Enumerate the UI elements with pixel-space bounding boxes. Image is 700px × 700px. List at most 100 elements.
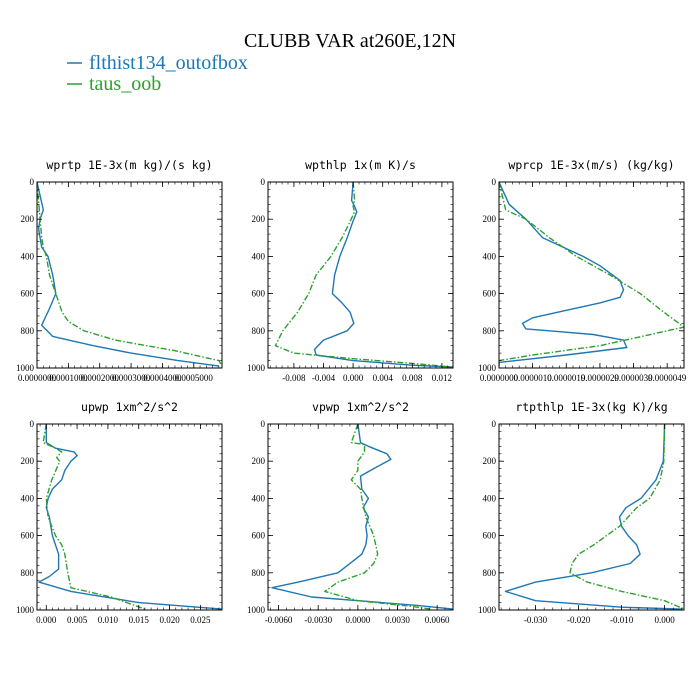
- x-tick-label: -0.0060: [265, 615, 293, 625]
- y-tick-label: 1000: [16, 605, 35, 615]
- series-line-flthist134: [37, 182, 219, 367]
- y-tick-label: 400: [483, 493, 497, 503]
- figure-title: CLUBB VAR at260E,12N: [244, 30, 456, 52]
- y-tick-label: 200: [21, 456, 35, 466]
- x-tick-label: -0.0030: [304, 615, 332, 625]
- x-tick-label: 0.000: [343, 373, 364, 383]
- panel-title: wprcp 1E-3x(m/s) (kg/kg): [508, 158, 674, 172]
- chart-panel-6: rtpthlp 1E-3x(kg K)/kg -0.030 -0.020 -0.010…: [478, 400, 685, 625]
- plot-frame: [498, 181, 685, 369]
- chart-panel-4: upwp 1xm^2/s^2 0.000 0.005 0.010 0.015 0.020 0…: [16, 400, 223, 625]
- y-tick-label: 400: [21, 493, 35, 503]
- y-tick-label: 400: [252, 251, 266, 261]
- series-line-taus-oob: [42, 424, 146, 610]
- y-tick-label: 600: [252, 531, 266, 541]
- series-line-taus-oob: [37, 182, 222, 367]
- series-line-flthist134: [271, 424, 453, 610]
- panel-title: vpwp 1xm^2/s^2: [312, 400, 409, 414]
- panel-title: wprtp 1E-3x(m kg)/(s kg): [46, 158, 212, 172]
- y-tick-label: 400: [21, 251, 35, 261]
- panels: wprtp 1E-3x(m kg)/(s kg)0.00000000.00010…: [16, 158, 687, 625]
- y-tick-label: 0: [492, 419, 497, 429]
- legend-label-flthist134: flthist134_outofbox: [89, 52, 248, 74]
- y-tick-label: 600: [483, 531, 497, 541]
- chart-panel-5: vpwp 1xm^2/s^2 -0.0060 -0.0030 0.0000 0.0030…: [247, 400, 454, 625]
- series-line-taus-oob: [499, 182, 684, 367]
- plot-frame: [267, 423, 454, 611]
- x-tick-label: 0.0000010: [514, 373, 553, 383]
- series-line-flthist134: [38, 424, 222, 610]
- x-tick-label: 0.0000000: [18, 373, 57, 383]
- plot-frame: [36, 423, 223, 611]
- panel-title: upwp 1xm^2/s^2: [81, 400, 178, 414]
- y-tick-label: 600: [483, 289, 497, 299]
- series-line-taus-oob: [274, 182, 453, 368]
- x-tick-label: 0.015: [129, 615, 150, 625]
- x-tick-label: -0.008: [282, 373, 306, 383]
- y-tick-label: 1000: [478, 605, 497, 615]
- y-tick-label: 1000: [247, 363, 266, 373]
- x-tick-label: 0.0000029: [581, 373, 620, 383]
- panel-title: rtpthlp 1E-3x(kg K)/kg: [515, 400, 667, 414]
- y-tick-label: 1000: [478, 363, 497, 373]
- series-group: [274, 182, 453, 368]
- series-line-taus-oob: [324, 424, 431, 610]
- y-tick-label: 600: [252, 289, 266, 299]
- x-tick-label: 0.025: [190, 615, 211, 625]
- x-tick-label: 0.000: [655, 615, 676, 625]
- x-tick-label: 0.012: [432, 373, 452, 383]
- series-group: [504, 424, 684, 610]
- y-tick-label: 0: [261, 177, 266, 187]
- plot-frame: [36, 181, 223, 369]
- series-group: [499, 182, 684, 367]
- x-tick-label: 0.008: [402, 373, 423, 383]
- x-tick-label: 0.020: [159, 615, 180, 625]
- x-tick-label: -0.030: [524, 615, 548, 625]
- x-tick-label: -0.010: [610, 615, 634, 625]
- x-tick-label: 0.000: [36, 615, 57, 625]
- y-tick-label: 0: [261, 419, 266, 429]
- x-tick-label: 0.004: [373, 373, 394, 383]
- y-tick-label: 800: [483, 326, 497, 336]
- y-tick-label: 200: [252, 456, 266, 466]
- plot-frame: [498, 423, 685, 611]
- y-tick-label: 1000: [16, 363, 35, 373]
- y-tick-label: 800: [21, 568, 35, 578]
- legend-label-taus-oob: taus_oob: [89, 73, 161, 95]
- series-line-taus-oob: [569, 424, 684, 610]
- y-tick-label: 200: [252, 214, 266, 224]
- chart-panel-3: wprcp 1E-3x(m/s) (kg/kg)0.00000000.00000…: [478, 158, 687, 383]
- y-tick-label: 200: [483, 456, 497, 466]
- y-tick-label: 800: [483, 568, 497, 578]
- y-tick-label: 0: [30, 177, 35, 187]
- series-line-flthist134: [504, 424, 682, 610]
- y-tick-label: 600: [21, 289, 35, 299]
- x-tick-label: 0.005: [67, 615, 88, 625]
- x-tick-label: 0.0000: [345, 615, 370, 625]
- plot-frame: [267, 181, 454, 369]
- y-tick-label: 800: [252, 568, 266, 578]
- x-tick-label: 0.0003000: [112, 373, 151, 383]
- x-tick-label: -0.020: [567, 615, 591, 625]
- x-tick-label: 0.0030: [385, 615, 410, 625]
- y-tick-label: 200: [483, 214, 497, 224]
- y-tick-label: 800: [21, 326, 35, 336]
- chart-panel-2: wpthlp 1x(m K)/s -0.008 -0.004 0.000 0.004 0.…: [247, 158, 454, 383]
- y-tick-label: 400: [252, 493, 266, 503]
- x-tick-label: 0.0000049: [648, 373, 687, 383]
- series-line-flthist134: [499, 182, 628, 367]
- x-tick-label: 0.0004000: [143, 373, 182, 383]
- series-group: [271, 424, 453, 610]
- series-line-flthist134: [313, 182, 453, 368]
- y-tick-label: 1000: [247, 605, 266, 615]
- x-tick-label: 0.0060: [425, 615, 450, 625]
- x-tick-label: 0.0001000: [49, 373, 88, 383]
- x-tick-label: 0.0002000: [81, 373, 120, 383]
- series-group: [37, 182, 222, 367]
- y-tick-label: 800: [252, 326, 266, 336]
- x-tick-label: 0.010: [98, 615, 119, 625]
- x-tick-label: 0.0005000: [175, 373, 214, 383]
- x-tick-label: 0.0000000: [480, 373, 519, 383]
- y-tick-label: 0: [30, 419, 35, 429]
